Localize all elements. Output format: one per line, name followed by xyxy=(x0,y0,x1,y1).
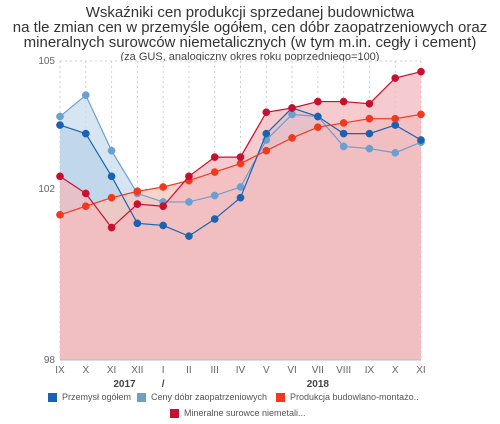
data-point xyxy=(107,146,116,155)
data-point xyxy=(81,91,90,100)
x-tick-label: I xyxy=(162,365,165,376)
data-point xyxy=(314,123,322,132)
x-tick-label: VIII xyxy=(336,365,351,376)
data-point xyxy=(262,146,271,155)
x-tick-label: X xyxy=(392,365,399,376)
data-point xyxy=(159,202,167,211)
data-point xyxy=(391,74,400,82)
x-tick-label: V xyxy=(263,365,270,376)
data-point xyxy=(365,129,374,138)
data-point xyxy=(365,144,374,153)
legend-item-mineralne[interactable]: Mineralne surowce niemetali... xyxy=(170,408,306,418)
data-point xyxy=(107,172,116,181)
data-point xyxy=(236,153,245,161)
data-point xyxy=(417,136,425,144)
x-tick-label: IV xyxy=(236,365,246,376)
data-point xyxy=(314,97,322,106)
data-point xyxy=(159,221,167,230)
legend-label-mineralne: Mineralne surowce niemetali... xyxy=(184,408,306,418)
data-point xyxy=(236,193,245,202)
series-area-3 xyxy=(60,71,421,360)
chart-title-line-2: na tle zmian cen w przemyśle ogółem, cen… xyxy=(12,19,488,36)
x-tick-label: XI xyxy=(416,365,425,376)
data-point xyxy=(288,110,296,119)
data-point xyxy=(365,99,374,108)
legend-swatch-przemysl xyxy=(48,392,57,402)
x-tick-label: VI xyxy=(287,365,296,376)
data-point xyxy=(210,168,219,176)
x-tick-label: VII xyxy=(312,365,324,376)
data-point xyxy=(339,119,348,127)
data-point xyxy=(56,172,64,181)
data-point xyxy=(133,200,142,208)
x-tick-label: IX xyxy=(365,365,375,376)
year-label: / xyxy=(162,379,165,390)
legend-swatch-produkcja xyxy=(276,392,285,402)
data-point xyxy=(56,121,64,129)
x-tick-label: XI xyxy=(107,365,116,376)
y-tick-label: 105 xyxy=(38,56,55,67)
x-tick-label: II xyxy=(186,365,192,376)
x-tick-label: III xyxy=(211,365,219,376)
legend-swatch-ceny-dobr xyxy=(137,392,146,402)
data-point xyxy=(56,112,64,121)
data-point xyxy=(391,114,400,123)
legend-swatch-mineralne xyxy=(170,408,179,418)
x-tick-label: XII xyxy=(131,365,143,376)
x-tick-label: IX xyxy=(55,365,65,376)
data-point xyxy=(288,134,296,142)
data-point xyxy=(81,189,90,198)
data-point xyxy=(417,110,425,119)
data-point xyxy=(339,129,348,138)
data-point xyxy=(210,153,219,161)
x-tick-label: X xyxy=(82,365,89,376)
data-point xyxy=(185,172,193,181)
data-point xyxy=(185,232,193,240)
data-point xyxy=(236,183,245,191)
legend-label-produkcja: Produkcja budowlano-montażo.. xyxy=(290,392,419,402)
data-point xyxy=(417,67,425,76)
legend-item-produkcja[interactable]: Produkcja budowlano-montażo.. xyxy=(276,392,419,402)
legend-item-ceny-dobr[interactable]: Ceny dóbr zaopatrzeniowych xyxy=(137,392,267,402)
data-point xyxy=(288,104,296,112)
legend-label-przemysl: Przemysł ogółem xyxy=(62,392,132,402)
data-point xyxy=(262,129,271,138)
year-label: 2017 xyxy=(113,379,136,390)
data-point xyxy=(107,193,116,202)
data-point xyxy=(81,129,90,138)
data-point xyxy=(107,223,116,232)
data-point xyxy=(185,198,193,206)
data-point xyxy=(236,159,245,168)
data-point xyxy=(210,215,219,223)
chart-title-line-3: mineralnych surowców niemetalicznych (w … xyxy=(23,34,477,51)
data-point xyxy=(365,114,374,123)
data-point xyxy=(159,183,167,191)
data-point xyxy=(56,210,64,219)
data-point xyxy=(391,148,400,157)
chart-title-line-1: Wskaźniki cen produkcji sprzedanej budow… xyxy=(85,4,415,21)
data-point xyxy=(81,202,90,211)
data-point xyxy=(262,108,271,117)
legend-item-przemysl[interactable]: Przemysł ogółem xyxy=(48,392,131,402)
data-point xyxy=(133,219,142,228)
year-label: 2018 xyxy=(307,379,330,390)
chart-subtitle: (za GUS, analogiczny okres roku poprzedn… xyxy=(120,51,380,63)
data-point xyxy=(210,191,219,200)
legend-label-ceny-dobr: Ceny dóbr zaopatrzeniowych xyxy=(151,392,268,402)
data-point xyxy=(339,97,348,106)
data-point xyxy=(133,187,142,196)
data-point xyxy=(391,121,400,129)
y-tick-label: 102 xyxy=(38,184,55,195)
y-tick-label: 98 xyxy=(44,355,56,366)
data-point xyxy=(339,142,348,151)
data-point xyxy=(314,112,322,121)
